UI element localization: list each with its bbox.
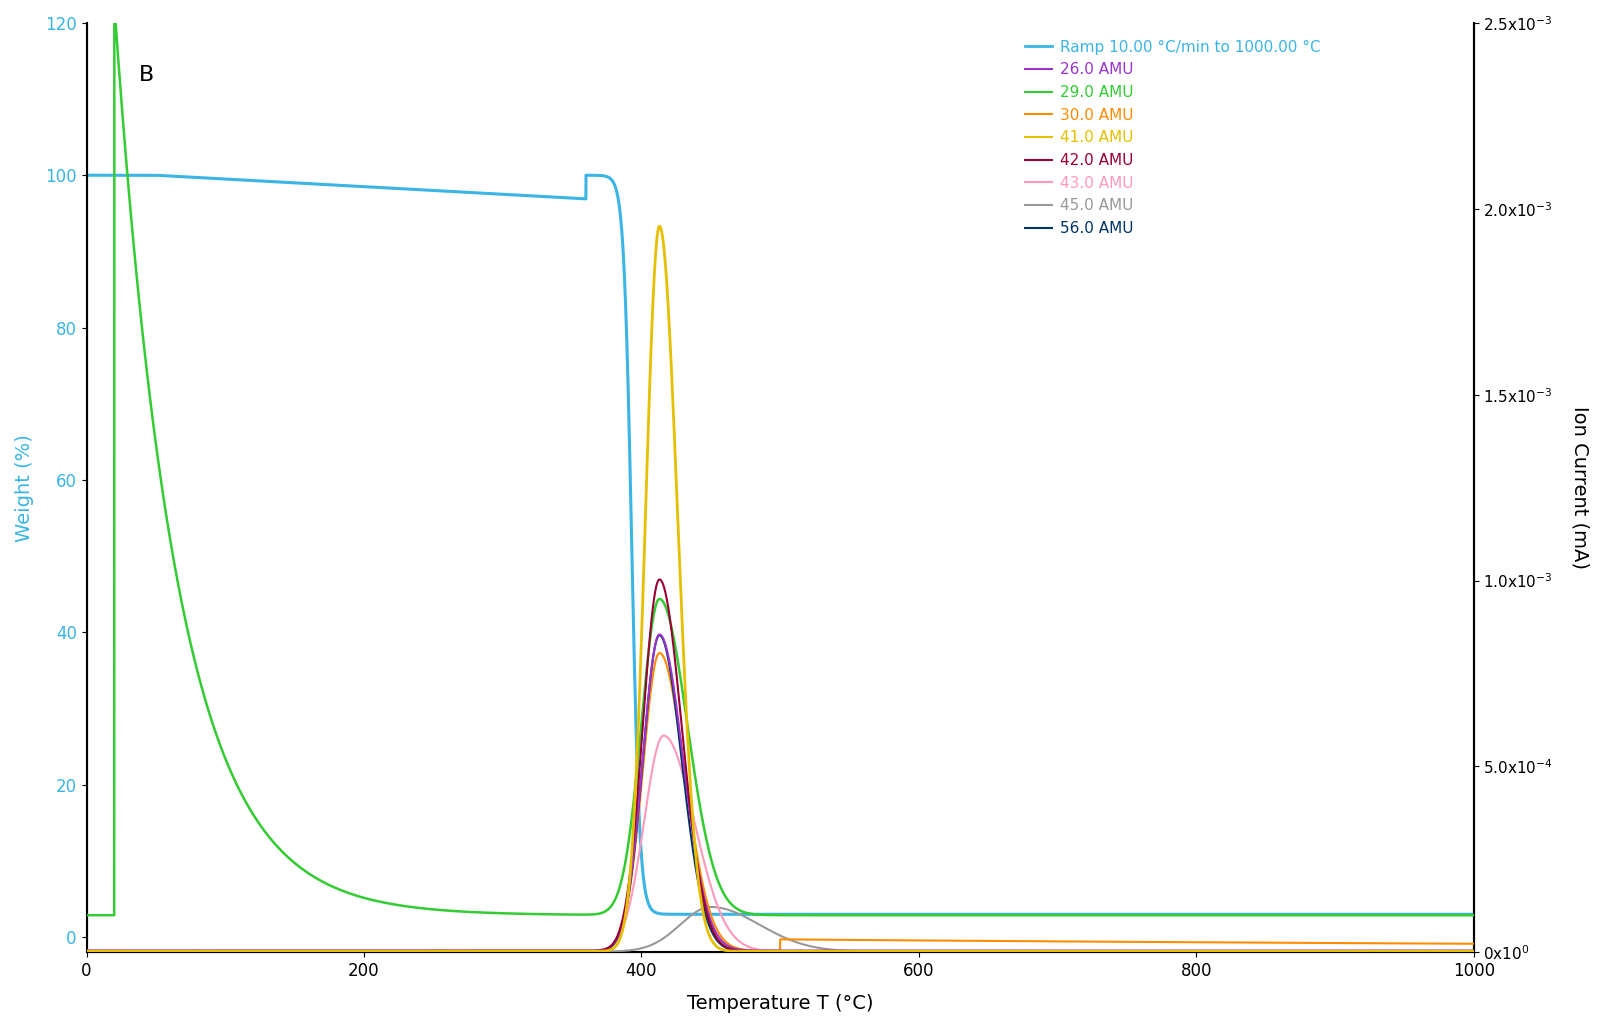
Y-axis label: Weight (%): Weight (%) xyxy=(14,434,34,542)
Text: B: B xyxy=(140,65,154,84)
Y-axis label: Ion Current (mA): Ion Current (mA) xyxy=(1570,406,1590,570)
Legend: Ramp 10.00 °C/min to 1000.00 °C, 26.0 AMU, 29.0 AMU, 30.0 AMU, 41.0 AMU, 42.0 AM: Ramp 10.00 °C/min to 1000.00 °C, 26.0 AM… xyxy=(1025,40,1320,235)
X-axis label: Temperature Τ (°C): Temperature Τ (°C) xyxy=(687,994,874,1013)
